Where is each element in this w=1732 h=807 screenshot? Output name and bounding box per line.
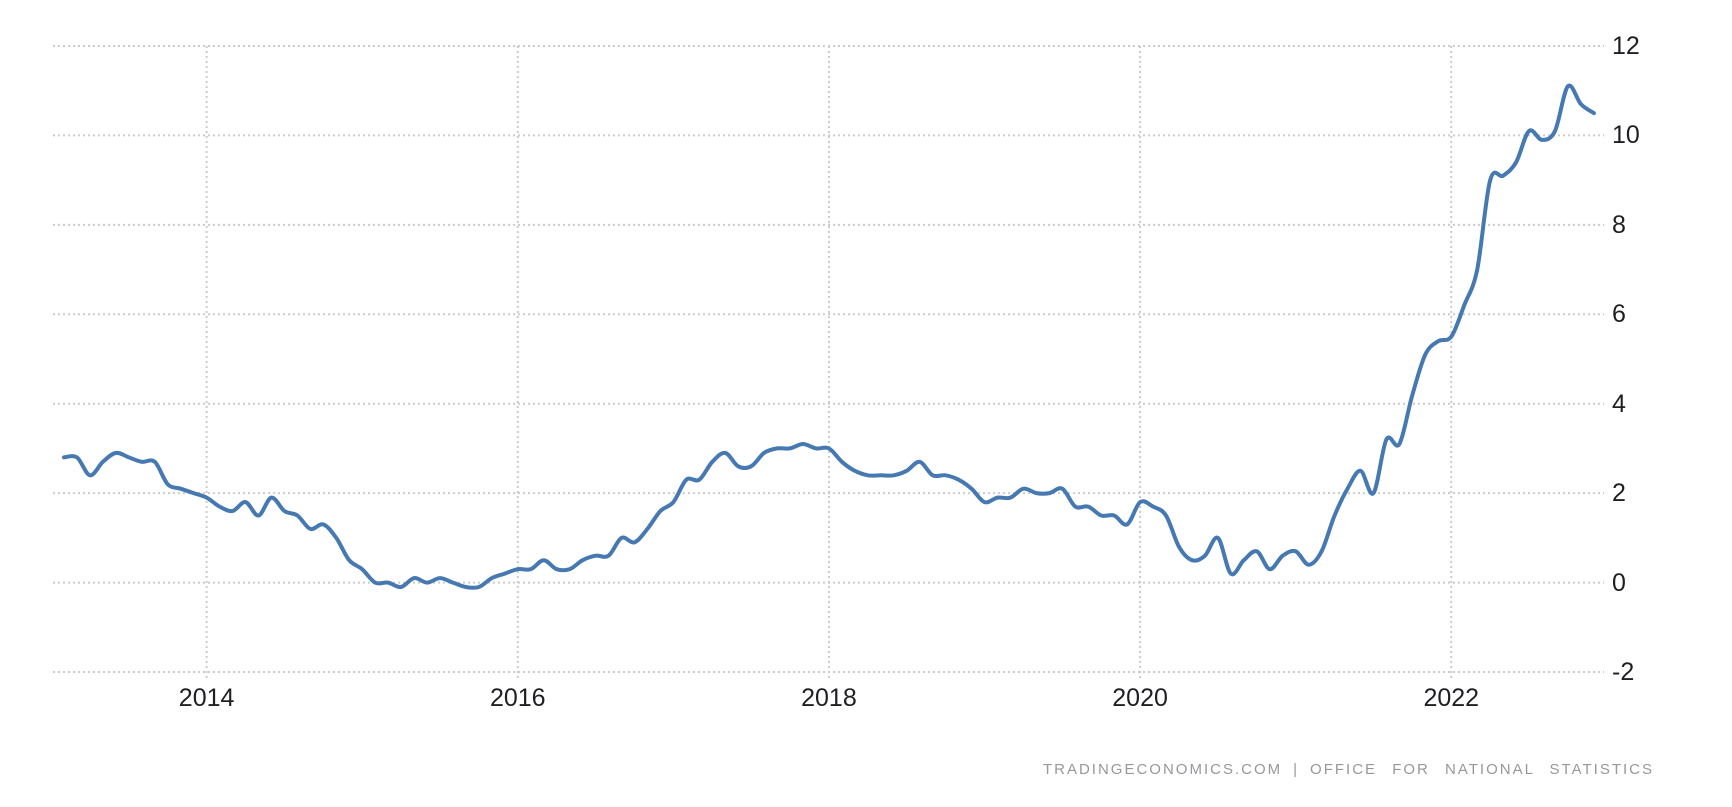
x-tick-label: 2016	[489, 684, 546, 712]
x-tick-label: 2014	[178, 684, 235, 712]
inflation-line-series[interactable]	[62, 83, 1596, 590]
x-tick-label: 2018	[801, 684, 857, 712]
source-tradingeconomics-label: TRADINGECONOMICS.COM	[1042, 761, 1283, 778]
y-tick-label: 0	[1612, 568, 1626, 597]
source-ons-label: OFFICE FOR NATIONAL STATISTICS	[1310, 761, 1654, 778]
y-tick-label: 6	[1612, 300, 1626, 329]
x-tick-label: 2020	[1112, 684, 1168, 712]
y-tick-label: -2	[1612, 658, 1635, 686]
y-tick-label: 4	[1612, 389, 1626, 418]
chart-attribution: TRADINGECONOMICS.COM | OFFICE FOR NATIONAL…	[1043, 761, 1654, 779]
source-separator: |	[1293, 761, 1300, 778]
y-tick-label: 12	[1612, 32, 1640, 60]
x-tick-label: 2022	[1423, 684, 1480, 712]
y-tick-label: 10	[1612, 121, 1640, 150]
y-tick-label: 8	[1612, 210, 1626, 239]
y-tick-label: 2	[1612, 479, 1626, 508]
